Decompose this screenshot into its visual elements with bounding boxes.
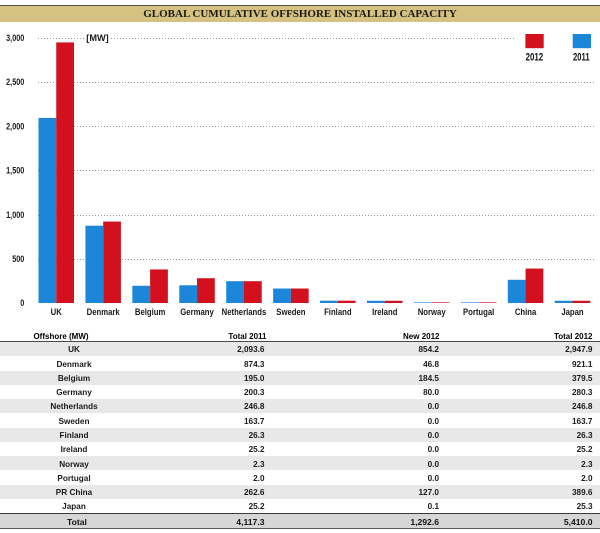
svg-text:3,000: 3,000: [6, 33, 24, 43]
svg-text:2011: 2011: [573, 51, 590, 63]
svg-text:[MW]: [MW]: [86, 33, 108, 43]
svg-text:Belgium: Belgium: [135, 307, 166, 317]
svg-text:0: 0: [20, 298, 24, 308]
svg-text:500: 500: [12, 254, 24, 264]
svg-text:Germany: Germany: [180, 307, 214, 317]
svg-text:1,000: 1,000: [6, 210, 24, 220]
svg-text:China: China: [515, 307, 537, 317]
svg-text:Portugal: Portugal: [463, 307, 494, 317]
svg-text:2,500: 2,500: [6, 77, 24, 87]
svg-text:1,500: 1,500: [6, 166, 24, 176]
svg-text:UK: UK: [51, 307, 63, 317]
svg-text:Japan: Japan: [561, 307, 583, 317]
svg-text:Sweden: Sweden: [276, 307, 305, 317]
svg-text:Norway: Norway: [418, 307, 446, 317]
svg-text:2,000: 2,000: [6, 121, 24, 131]
svg-text:Ireland: Ireland: [372, 307, 397, 317]
svg-text:2012: 2012: [526, 51, 544, 63]
svg-text:Denmark: Denmark: [87, 307, 120, 317]
svg-text:Finland: Finland: [324, 307, 351, 317]
svg-text:Netherlands: Netherlands: [222, 307, 267, 317]
